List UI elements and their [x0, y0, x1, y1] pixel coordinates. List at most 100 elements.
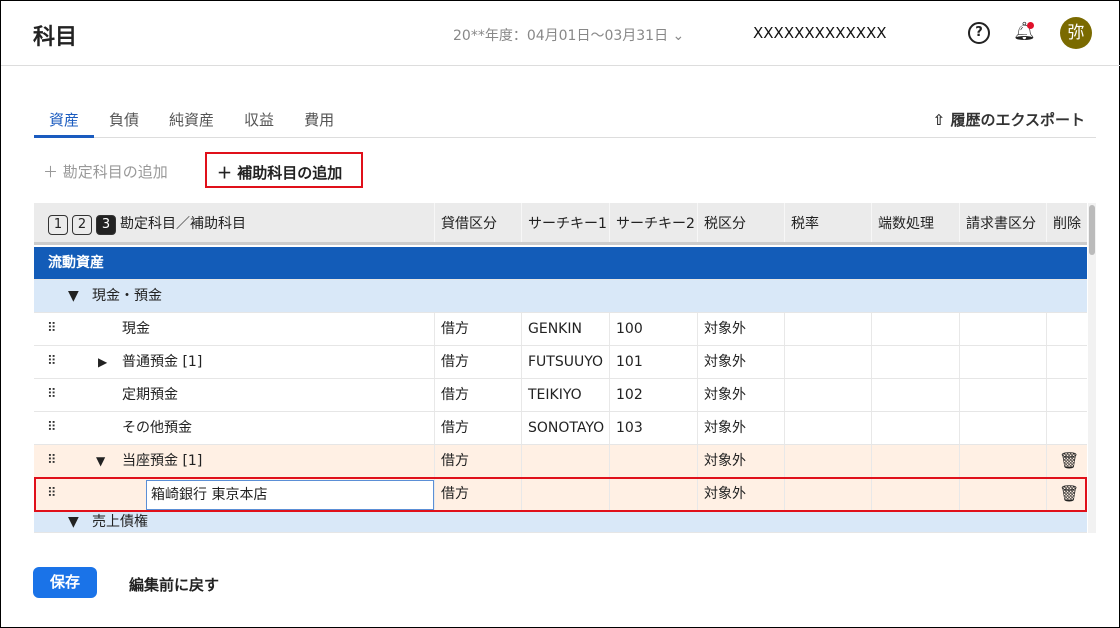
expand-triangle-icon[interactable]: ▶ — [98, 355, 108, 369]
period-text: 20**年度：04月01日〜03月31日 — [453, 28, 669, 44]
table-cell — [1046, 313, 1087, 345]
table-cell[interactable]: 対象外 — [697, 478, 784, 510]
add-subaccount-button[interactable]: ＋ 補助科目の追加 — [205, 152, 363, 188]
table-cell[interactable]: 借方 — [434, 346, 521, 378]
cell-side: 借方 — [441, 354, 469, 370]
table-cell — [871, 478, 959, 510]
table-cell — [871, 445, 959, 477]
add-account-button[interactable]: ＋ 勘定科目の追加 — [43, 161, 168, 182]
export-history-button[interactable]: ⇧ 履歴のエクスポート — [933, 109, 1085, 130]
column-header-rounding: 端数処理 — [871, 203, 959, 242]
cell-sk1: FUTSUUYO — [528, 354, 604, 370]
column-header-side: 貸借区分 — [434, 203, 521, 242]
level-3-button[interactable]: 3 — [96, 215, 116, 235]
table-cell[interactable] — [609, 478, 697, 510]
column-header-account: 1 2 3 勘定科目／補助科目 — [34, 203, 434, 242]
column-header-searchkey2: サーチキー2 — [609, 203, 697, 242]
tab-revenue[interactable]: 収益 — [244, 111, 275, 129]
column-header-tax-category: 税区分 — [697, 203, 784, 242]
tab-bar: 資産 負債 純資産 収益 費用 — [34, 109, 1096, 138]
highlight-box — [34, 477, 1087, 512]
cell-side: 借方 — [441, 453, 469, 469]
table-cell — [871, 313, 959, 345]
drag-handle-icon[interactable]: ⠿ — [47, 321, 57, 336]
table-row[interactable]: ⠿ 定期預金 借方 TEIKIYO 102 対象外 — [34, 379, 1087, 412]
scrollbar-thumb[interactable] — [1089, 205, 1095, 255]
account-name: その他預金 — [122, 420, 192, 436]
table-cell[interactable]: 借方 — [434, 313, 521, 345]
table-cell[interactable]: 借方 — [434, 379, 521, 411]
table-cell: 🗑︎ — [1046, 478, 1087, 510]
scrollbar[interactable] — [1088, 203, 1096, 533]
drag-handle-icon[interactable]: ⠿ — [47, 420, 57, 435]
page-title: 科目 — [33, 25, 78, 50]
group-row[interactable]: ▼ 現金・預金 — [34, 280, 1087, 313]
cell-sk2: 100 — [616, 321, 643, 337]
subaccount-name-input[interactable]: 箱崎銀行 東京本店 — [146, 480, 434, 510]
table-row[interactable]: ⠿ その他預金 借方 SONOTAYO 103 対象外 — [34, 412, 1087, 445]
table-cell[interactable] — [609, 445, 697, 477]
table-cell[interactable]: SONOTAYO — [521, 412, 609, 444]
table-cell[interactable] — [521, 478, 609, 510]
trash-icon[interactable]: 🗑︎ — [1059, 451, 1080, 470]
group-row[interactable]: ▼ 売上債権 — [34, 511, 1087, 533]
trash-icon[interactable]: 🗑︎ — [1059, 484, 1080, 503]
table-cell[interactable]: 102 — [609, 379, 697, 411]
save-button[interactable]: 保存 — [33, 567, 97, 598]
table-cell[interactable]: 借方 — [434, 478, 521, 510]
drag-handle-icon[interactable]: ⠿ — [47, 486, 57, 501]
export-icon: ⇧ — [932, 111, 946, 129]
table-cell[interactable]: 対象外 — [697, 379, 784, 411]
table-cell[interactable]: 対象外 — [697, 346, 784, 378]
account-name: 当座預金 [1] — [122, 453, 203, 469]
fiscal-period-select[interactable]: 20**年度：04月01日〜03月31日 ⌄ — [453, 25, 684, 45]
table-cell[interactable]: GENKIN — [521, 313, 609, 345]
cell-sk2: 102 — [616, 387, 643, 403]
column-header-invoice: 請求書区分 — [959, 203, 1046, 242]
tab-assets[interactable]: 資産 — [34, 109, 95, 138]
table-row[interactable]: ⠿ ▼ 当座預金 [1] 借方 対象外 🗑︎ — [34, 445, 1087, 478]
table-cell — [1046, 346, 1087, 378]
table-cell[interactable]: 対象外 — [697, 412, 784, 444]
table-cell[interactable]: 対象外 — [697, 313, 784, 345]
table-cell — [784, 313, 871, 345]
collapse-triangle-icon[interactable]: ▼ — [68, 514, 79, 530]
drag-handle-icon[interactable]: ⠿ — [47, 387, 57, 402]
level-2-button[interactable]: 2 — [72, 215, 92, 235]
company-name[interactable]: XXXXXXXXXXXXX — [753, 24, 887, 42]
section-label: 流動資産 — [48, 255, 104, 271]
table-cell — [959, 346, 1046, 378]
tab-equity[interactable]: 純資産 — [169, 111, 215, 129]
account-name: 普通預金 [1] — [122, 354, 203, 370]
table-cell[interactable]: 借方 — [434, 445, 521, 477]
tab-expenses[interactable]: 費用 — [304, 111, 335, 129]
table-cell[interactable]: 対象外 — [697, 445, 784, 477]
avatar[interactable]: 弥 — [1060, 17, 1092, 49]
cell-tax: 対象外 — [704, 420, 746, 436]
table-cell[interactable] — [521, 445, 609, 477]
drag-handle-icon[interactable]: ⠿ — [47, 354, 57, 369]
drag-handle-icon[interactable]: ⠿ — [47, 453, 57, 468]
table-cell[interactable]: 101 — [609, 346, 697, 378]
cell-side: 借方 — [441, 486, 469, 502]
help-icon[interactable]: ? — [968, 22, 990, 44]
level-1-button[interactable]: 1 — [48, 215, 68, 235]
table-cell — [959, 379, 1046, 411]
column-label: 勘定科目／補助科目 — [120, 216, 246, 232]
tab-liabilities[interactable]: 負債 — [109, 111, 140, 129]
table-cell[interactable]: TEIKIYO — [521, 379, 609, 411]
table-cell — [784, 379, 871, 411]
table-cell[interactable]: 103 — [609, 412, 697, 444]
table-cell[interactable]: FUTSUUYO — [521, 346, 609, 378]
table-row[interactable]: ⠿ ▶ 普通預金 [1] 借方 FUTSUUYO 101 対象外 — [34, 346, 1087, 379]
table-cell — [784, 478, 871, 510]
table-cell[interactable]: 100 — [609, 313, 697, 345]
table-cell — [784, 346, 871, 378]
revert-button[interactable]: 編集前に戻す — [129, 576, 220, 594]
add-subaccount-label: 補助科目の追加 — [237, 164, 343, 182]
collapse-triangle-icon[interactable]: ▼ — [68, 288, 79, 304]
table-cell[interactable]: 借方 — [434, 412, 521, 444]
group-label: 売上債権 — [92, 514, 148, 530]
collapse-triangle-icon[interactable]: ▼ — [96, 454, 106, 468]
table-row[interactable]: ⠿ 現金 借方 GENKIN 100 対象外 — [34, 313, 1087, 346]
